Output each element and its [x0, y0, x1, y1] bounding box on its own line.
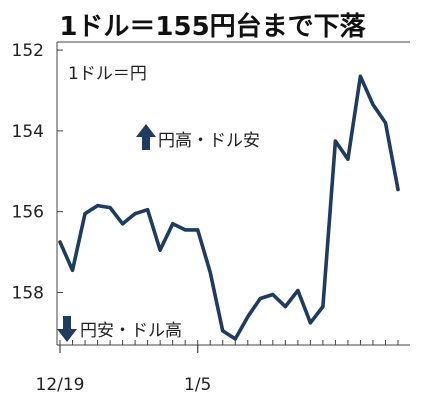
y-tick-label: 158 — [12, 283, 44, 303]
data-point — [396, 187, 400, 192]
unit-label: 1ドル＝円 — [68, 64, 147, 84]
data-point — [371, 103, 375, 107]
data-point — [246, 315, 250, 319]
data-point — [120, 222, 125, 226]
data-point — [83, 212, 87, 216]
annotation-yen-strong: 円高・ドル安 — [158, 131, 260, 151]
data-point — [358, 74, 363, 78]
down-arrow-icon — [57, 316, 77, 342]
data-point — [95, 204, 100, 208]
data-point — [346, 157, 350, 161]
data-point — [208, 270, 212, 274]
series-line — [58, 74, 400, 341]
data-point — [158, 248, 162, 252]
data-point — [108, 206, 112, 210]
data-point — [233, 337, 237, 341]
data-point — [283, 305, 287, 309]
data-point — [146, 208, 150, 212]
y-tick-label: 152 — [12, 41, 44, 61]
data-point — [58, 240, 62, 244]
annotation-yen-weak: 円安・ドル高 — [80, 321, 182, 341]
data-point — [271, 292, 275, 297]
data-point — [133, 212, 137, 216]
data-point — [383, 121, 388, 125]
data-point — [70, 268, 75, 272]
data-point — [333, 139, 338, 143]
data-point — [296, 288, 300, 293]
data-point — [308, 321, 312, 325]
chart-title: 1ドル＝155円台まで下落 — [59, 12, 366, 42]
y-tick-label: 156 — [12, 203, 44, 223]
up-arrow-icon — [136, 124, 156, 150]
y-tick-label: 154 — [12, 122, 44, 142]
data-point — [258, 296, 262, 301]
data-point — [196, 228, 200, 232]
x-tick-label: 12/19 — [36, 375, 85, 395]
data-point — [321, 305, 325, 309]
data-point — [221, 329, 225, 333]
x-tick-label: 1/5 — [184, 375, 211, 395]
data-point — [171, 222, 175, 226]
data-point — [183, 228, 187, 232]
